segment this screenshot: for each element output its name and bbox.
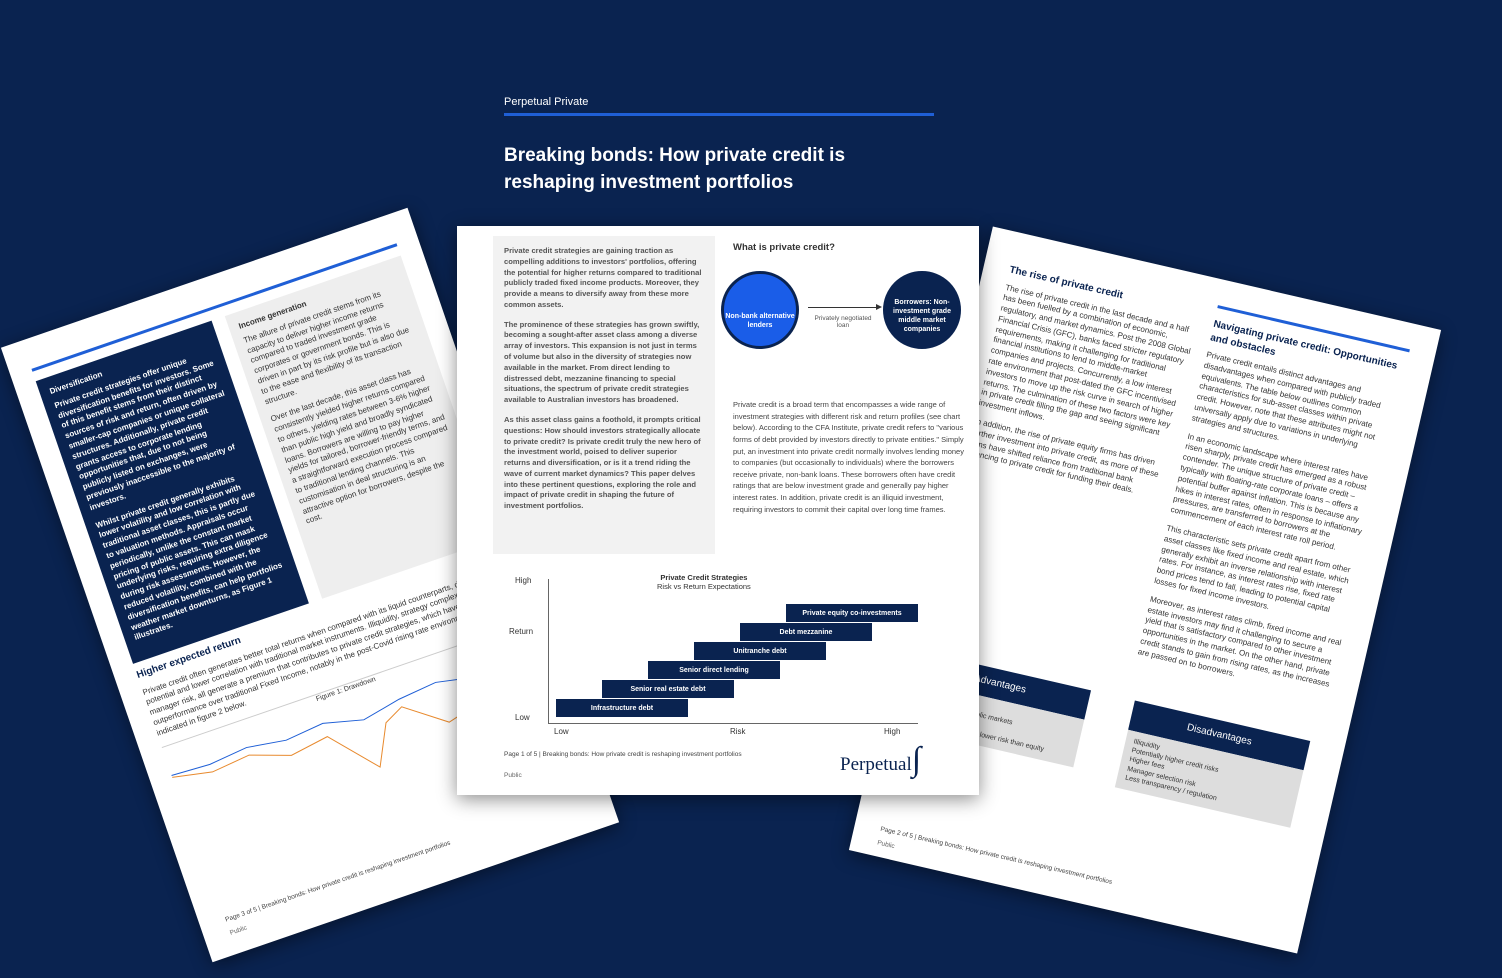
lender-label: Non-bank alternative lenders: [725, 312, 795, 329]
classification: Public: [229, 924, 249, 938]
what-is-private-credit: What is private credit? Non-bank alterna…: [721, 242, 967, 515]
page-header: Perpetual Private Breaking bonds: How pr…: [457, 0, 979, 226]
intro-box: Private credit strategies are gaining tr…: [493, 236, 715, 554]
paragraph: Private credit strategies are gaining tr…: [504, 246, 702, 309]
lending-diagram: Non-bank alternative lenders Privately n…: [721, 271, 967, 361]
strategy-bar: Senior direct lending: [648, 661, 780, 679]
footer: Page 2 of 5 | Breaking bonds: How privat…: [879, 825, 1113, 887]
strategy-bar: Debt mezzanine: [740, 623, 872, 641]
classification: Public: [876, 839, 896, 851]
page-1: Perpetual Private Breaking bonds: How pr…: [457, 0, 979, 795]
chart-title: Private Credit Strategies: [660, 573, 748, 582]
x-axis-label: Risk: [730, 727, 746, 736]
x-axis: [548, 723, 918, 724]
risk-return-chart: Private Credit Strategies Risk vs Return…: [497, 571, 927, 741]
chart-subtitle: Risk vs Return Expectations: [657, 582, 751, 591]
y-axis: [548, 579, 549, 723]
y-low-label: Low: [515, 713, 530, 722]
strategy-bar: Unitranche debt: [694, 642, 826, 660]
paragraph: As this asset class gains a foothold, it…: [504, 414, 701, 511]
strategy-bar: Infrastructure debt: [556, 699, 688, 717]
strategy-bar: Private equity co-investments: [786, 604, 918, 622]
page-title: Breaking bonds: How private credit is re…: [504, 145, 846, 193]
paragraph: Private credit is a broad term that enco…: [733, 400, 964, 514]
divider: [504, 113, 934, 116]
x-low-label: Low: [554, 727, 569, 736]
y-high-label: High: [515, 576, 532, 585]
footer: Page 3 of 5 | Breaking bonds: How privat…: [224, 839, 452, 924]
borrower-label: Borrowers: Non-investment grade middle m…: [893, 298, 951, 333]
footer: Page 1 of 5 | Breaking bonds: How privat…: [504, 751, 742, 758]
x-high-label: High: [884, 727, 901, 736]
y-axis-label: Return: [509, 627, 534, 636]
paragraph: The prominence of these strategies has g…: [504, 319, 700, 405]
borrower-circle: Borrowers: Non-investment grade middle m…: [883, 271, 961, 349]
chart-title-block: Private Credit Strategies Risk vs Return…: [657, 573, 751, 591]
arrow-icon: [808, 304, 882, 310]
strategy-bar: Senior real estate debt: [602, 680, 734, 698]
disadvantages-box: Disadvantages Illiquidity Potentially hi…: [1114, 700, 1311, 828]
lender-circle: Non-bank alternative lenders: [721, 271, 799, 349]
loan-label: Privately negotiated loan: [814, 315, 872, 329]
heading: What is private credit?: [733, 242, 835, 253]
perpetual-logo: Perpetual∫: [840, 741, 922, 778]
brand-label: Perpetual Private: [504, 96, 589, 108]
classification: Public: [504, 772, 522, 779]
